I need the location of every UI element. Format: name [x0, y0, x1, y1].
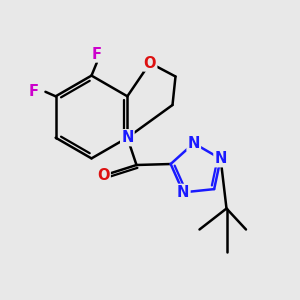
Text: F: F	[92, 46, 102, 62]
Text: F: F	[29, 84, 39, 99]
Text: N: N	[177, 185, 190, 200]
Text: O: O	[144, 56, 156, 70]
Text: N: N	[214, 151, 227, 166]
Text: N: N	[188, 136, 200, 151]
Text: O: O	[97, 168, 110, 183]
Text: N: N	[121, 130, 134, 145]
